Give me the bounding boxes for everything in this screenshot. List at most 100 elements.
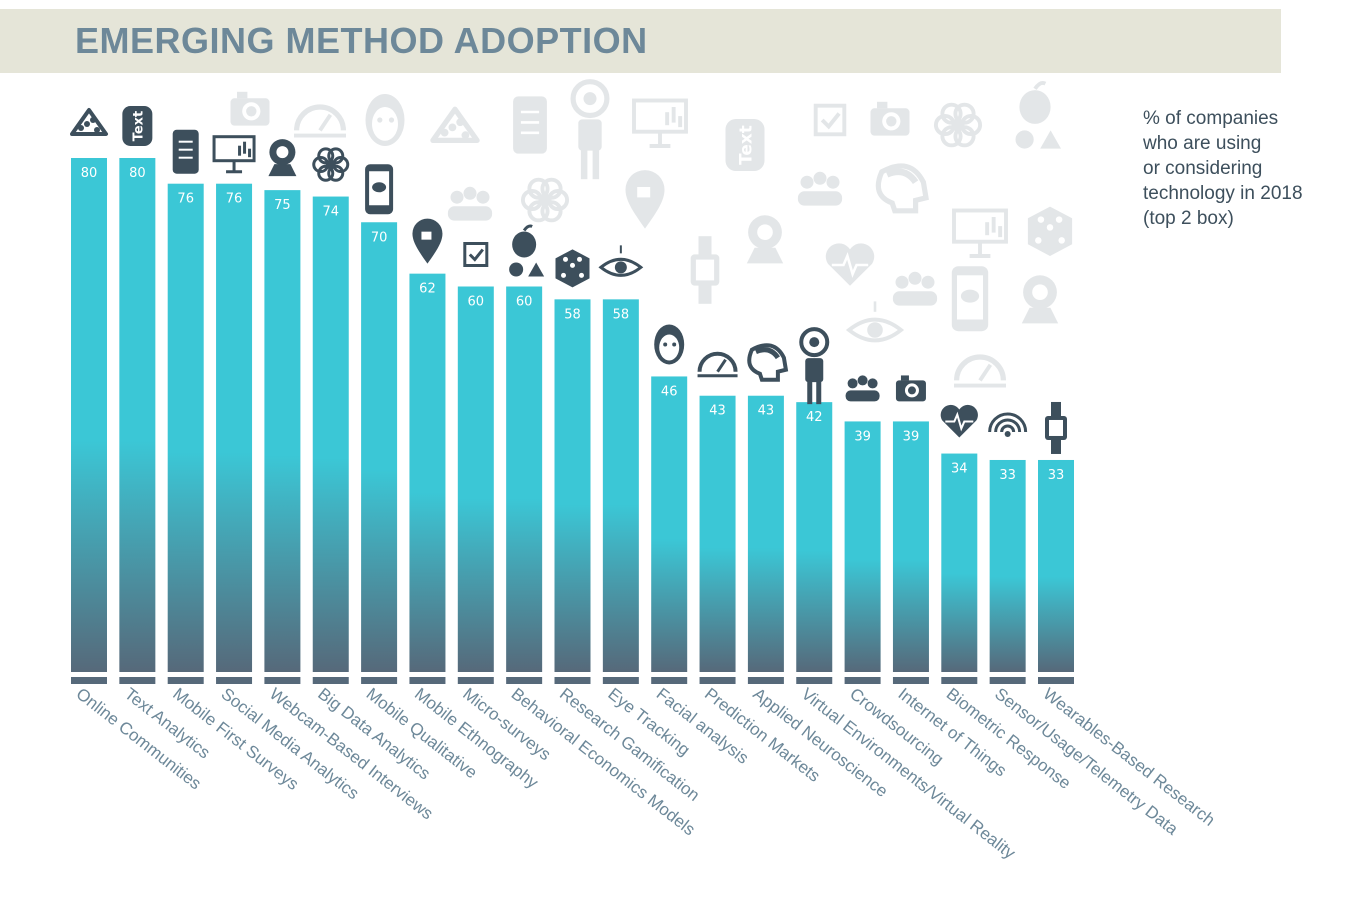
bar-value-label: 70 [371,230,388,245]
bar [602,299,639,672]
bar-value-label: 62 [419,282,436,297]
background-people-group-icon [797,171,843,206]
bar-value-label: 74 [322,205,339,220]
note-line-4: technology in 2018 [1143,183,1303,204]
bar-base [1038,677,1074,684]
bar-base [119,677,156,684]
location-pin-icon [412,218,443,264]
bar-group: 34 [941,453,978,684]
background-network-icon [430,106,480,143]
bar-group: 60 [506,286,543,684]
background-checkbox-icon [813,103,847,137]
bar-base [699,677,736,684]
bar-value-label: 33 [999,468,1016,483]
background-gauge-icon [954,354,1006,388]
bar-value-label: 39 [903,429,920,444]
background-text-icon: Text [725,119,765,171]
bar-group: 46 [651,376,688,684]
background-icons: Text [230,79,1073,388]
bar-base [216,677,253,684]
bar [844,421,881,672]
background-vr-person-icon [570,79,610,180]
flower-icon [312,147,350,182]
bar-group: 76 [216,183,253,684]
wifi-icon [988,412,1028,437]
background-apple-icon [1015,81,1061,149]
bar-base [651,677,688,684]
webcam-icon [268,139,297,177]
background-dice-icon [1027,206,1073,256]
phone-chat-icon [365,164,394,215]
bar [892,421,929,672]
people-group-icon [845,375,880,402]
bar-value-label: 76 [177,192,194,207]
bar-value-label: 46 [661,384,678,399]
bar-value-label: 39 [854,429,871,444]
category-label: Sensor/Usage/Telemetry Data [991,684,1182,839]
bar [457,286,494,672]
bar-base [71,677,107,684]
background-face-icon [365,94,405,146]
bar-base [361,677,398,684]
bar [71,158,107,672]
background-presentation-icon [632,98,688,148]
bar-value-label: 80 [81,166,98,181]
bar-group: 62 [409,273,446,684]
background-location-pin-icon [625,170,665,229]
bar [216,183,253,672]
bar-group: 58 [602,299,639,684]
smartwatch-icon [1045,401,1067,454]
bar [699,395,736,672]
bar-group: 80 [119,158,156,684]
background-head-brain-icon [875,163,929,214]
text-icon: Text [122,106,153,146]
bar-base [844,677,881,684]
chart-title: EMERGING METHOD ADOPTION [75,20,648,61]
note-line-5: (top 2 box) [1143,208,1234,229]
checkbox-icon [463,242,489,267]
bar-value-label: 75 [274,198,291,213]
bar-base [796,677,833,684]
bar-base [167,677,204,684]
background-heart-pulse-icon [825,243,875,286]
bar-base [747,677,784,684]
bar [264,190,301,672]
bar-group: 70 [361,222,398,684]
background-gauge-icon [294,104,346,138]
vr-person-icon [799,327,830,405]
bar [989,459,1026,672]
background-webcam-icon [1021,275,1059,324]
background-people-group-icon [892,271,938,306]
bar-value-label: 33 [1048,468,1065,483]
bar-group: 33 [989,459,1026,684]
background-camera-icon [870,101,910,136]
bar [796,402,833,672]
bar [747,395,784,672]
bar-base [264,677,301,684]
heart-pulse-icon [940,404,978,438]
phone-sliders-icon [172,129,199,174]
bar-group: 42 [796,402,833,684]
background-phone-chat-icon [951,266,989,332]
network-icon [70,108,108,136]
gauge-icon [697,351,738,378]
bar-group: 58 [554,299,591,684]
bar-base [312,677,349,684]
background-smartwatch-icon [690,236,720,304]
face-icon [654,324,685,365]
bar [1038,459,1074,672]
background-phone-sliders-icon [513,96,547,154]
bar-value-label: 58 [564,307,581,322]
bar-base [457,677,494,684]
bar-group: 43 [699,395,736,684]
note-line-2: who are using [1143,133,1262,154]
bar-group: 43 [747,395,784,684]
note-line-3: or considering [1143,158,1263,179]
bar [361,222,398,672]
bar [554,299,591,672]
camera-icon [895,375,926,402]
bar-value-label: 43 [709,404,726,419]
bar [409,273,446,672]
bar-base [506,677,543,684]
